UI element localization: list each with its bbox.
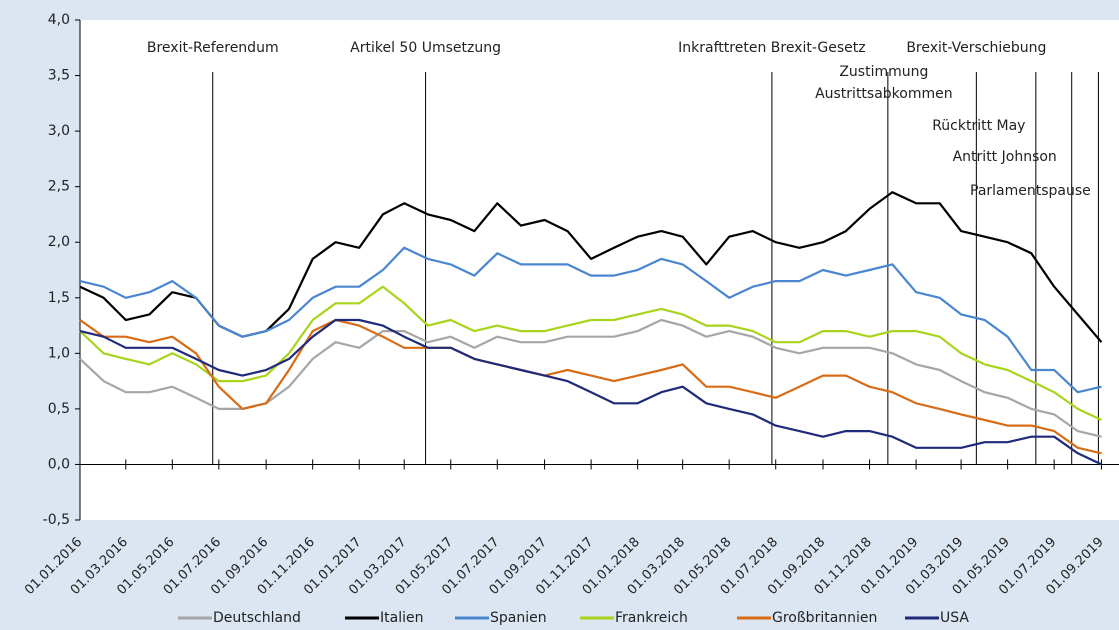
event-label: Rücktritt May xyxy=(932,118,1025,134)
y-tick-label: 0,5 xyxy=(48,401,70,417)
event-label: Brexit-Referendum xyxy=(147,40,279,56)
y-tick-label: 2,0 xyxy=(48,234,70,250)
legend-label: Deutschland xyxy=(213,610,301,626)
legend-label: Spanien xyxy=(490,610,547,626)
event-label: Zustimmung xyxy=(839,64,928,80)
y-tick-label: 0,0 xyxy=(48,456,70,472)
series-line xyxy=(79,285,1102,421)
series-line xyxy=(79,318,1102,455)
y-tick-label: 4,0 xyxy=(48,12,70,28)
event-label: Antritt Johnson xyxy=(953,149,1057,165)
y-tick-label: 1,5 xyxy=(48,290,70,306)
legend-label: Großbritannien xyxy=(772,610,877,626)
series-line xyxy=(79,318,1102,466)
event-label: Artikel 50 Umsetzung xyxy=(350,40,501,56)
legend-label: USA xyxy=(940,610,969,626)
event-label: Brexit-Verschiebung xyxy=(906,40,1046,56)
legend-label: Italien xyxy=(380,610,423,626)
event-label: Parlamentspause xyxy=(970,183,1091,199)
y-tick-label: 3,0 xyxy=(48,123,70,139)
y-tick-label: -0,5 xyxy=(43,512,70,528)
y-tick-label: 2,5 xyxy=(48,179,70,195)
y-tick-label: 1,0 xyxy=(48,345,70,361)
event-label: Inkrafttreten Brexit-Gesetz xyxy=(678,40,865,56)
y-tick-label: 3,5 xyxy=(48,68,70,84)
event-label: Austrittsabkommen xyxy=(815,86,953,102)
plot-area xyxy=(80,20,1119,520)
legend-label: Frankreich xyxy=(615,610,688,626)
series-line xyxy=(79,246,1102,394)
